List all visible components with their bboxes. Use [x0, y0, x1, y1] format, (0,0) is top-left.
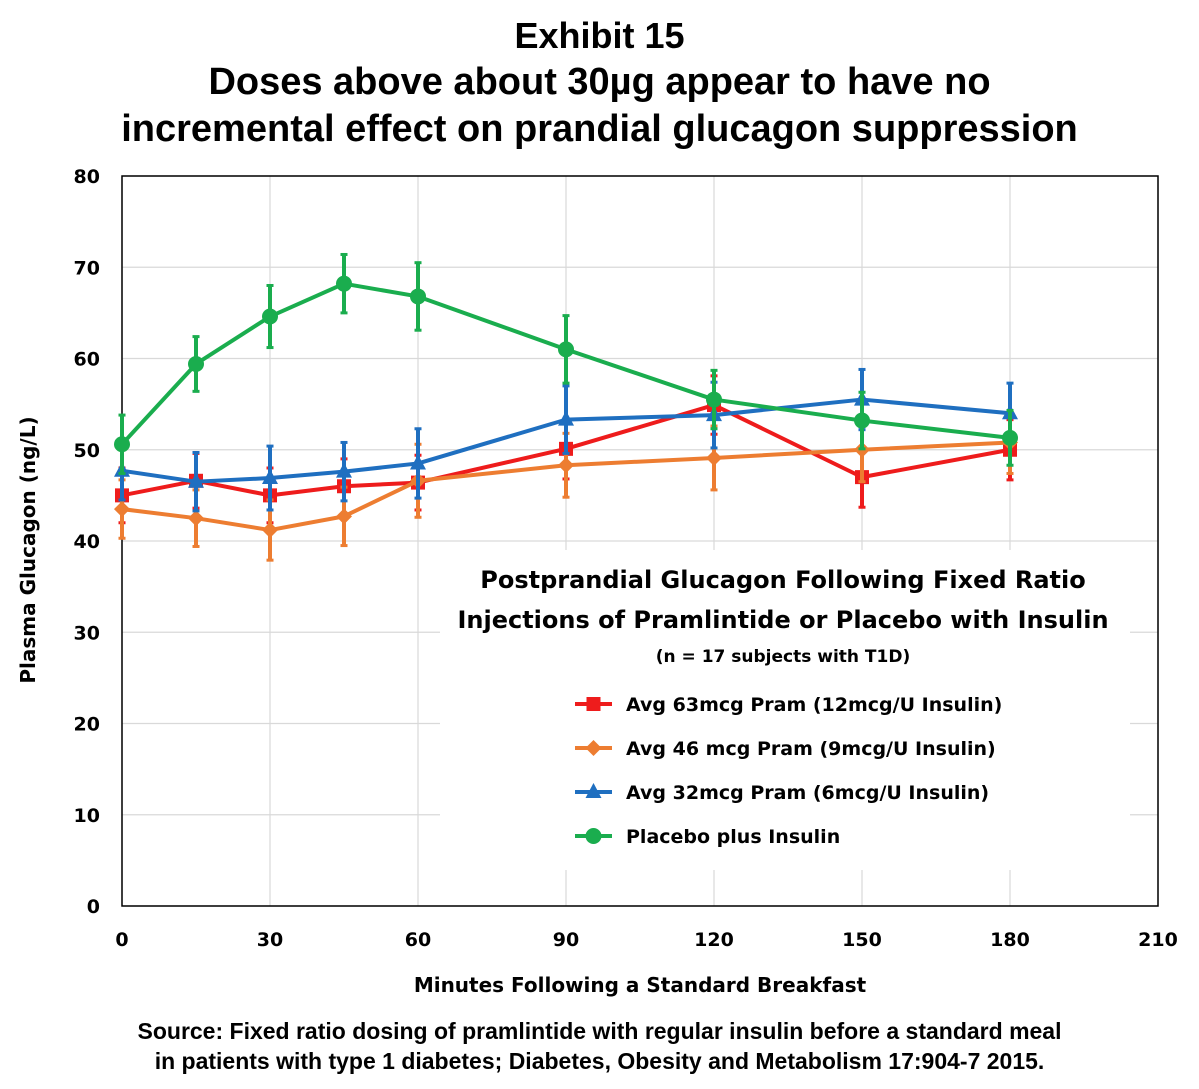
- chart-title-block: Exhibit 15 Doses above about 30µg appear…: [0, 12, 1199, 153]
- data-point: [262, 522, 278, 539]
- source-line1: Source: Fixed ratio dosing of pramlintid…: [137, 1018, 1062, 1044]
- series-4: [114, 252, 1018, 475]
- data-point: [558, 341, 574, 358]
- source-line2: in patients with type 1 diabetes; Diabet…: [154, 1048, 1045, 1074]
- x-tick-label: 120: [694, 929, 734, 951]
- data-point: [558, 410, 574, 426]
- y-tick-label: 60: [74, 349, 100, 371]
- legend-swatch-marker: [585, 740, 602, 756]
- legend-title-line2: Injections of Pramlintide or Placebo wit…: [457, 606, 1108, 634]
- legend-swatch-marker: [585, 828, 602, 844]
- legend-background: [440, 550, 1130, 870]
- data-point: [114, 436, 130, 453]
- data-point: [410, 454, 426, 470]
- y-tick-label: 70: [74, 257, 100, 279]
- data-point: [706, 449, 722, 466]
- y-axis-label: Plasma Glucagon (ng/L): [16, 416, 40, 683]
- x-tick-label: 0: [115, 929, 128, 951]
- y-tick-label: 80: [74, 166, 100, 188]
- x-tick-label: 90: [553, 929, 579, 951]
- data-point: [188, 472, 204, 488]
- legend-subtitle: (n = 17 subjects with T1D): [656, 647, 911, 667]
- y-tick-label: 10: [74, 805, 100, 827]
- source-note: Source: Fixed ratio dosing of pramlintid…: [0, 1016, 1199, 1076]
- x-tick-label: 60: [405, 929, 431, 951]
- x-axis-label: Minutes Following a Standard Breakfast: [414, 973, 867, 997]
- legend-swatch-marker: [585, 783, 602, 798]
- legend: Postprandial Glucagon Following Fixed Ra…: [457, 566, 1108, 848]
- plot-area-border: [121, 175, 1159, 907]
- data-point: [114, 501, 130, 518]
- data-point: [188, 355, 204, 372]
- legend-item-1: Avg 63mcg Pram (12mcg/U Insulin): [575, 694, 1002, 716]
- legend-item-label: Avg 46 mcg Pram (9mcg/U Insulin): [626, 738, 996, 760]
- x-tick-label: 180: [990, 929, 1030, 951]
- legend-item-3: Avg 32mcg Pram (6mcg/U Insulin): [575, 782, 989, 804]
- data-point: [558, 457, 574, 474]
- data-point: [262, 469, 278, 485]
- y-axis-ticks: 0 10 20 30 40 50 60 70 80: [74, 166, 100, 918]
- legend-item-label: Placebo plus Insulin: [626, 826, 840, 848]
- data-point: [336, 508, 352, 525]
- y-tick-label: 0: [87, 896, 100, 918]
- legend-item-2: Avg 46 mcg Pram (9mcg/U Insulin): [575, 738, 996, 760]
- data-point: [262, 308, 278, 325]
- y-tick-label: 20: [74, 714, 100, 736]
- x-tick-label: 30: [257, 929, 283, 951]
- legend-item-label: Avg 32mcg Pram (6mcg/U Insulin): [626, 782, 989, 804]
- legend-items: Avg 63mcg Pram (12mcg/U Insulin) Avg 46 m…: [575, 694, 1002, 848]
- series-layer: [114, 252, 1018, 562]
- exhibit-label: Exhibit 15: [514, 15, 685, 56]
- data-point: [854, 412, 870, 429]
- data-point: [336, 462, 352, 478]
- legend-swatch-marker: [586, 697, 601, 711]
- data-point: [410, 288, 426, 305]
- y-tick-label: 30: [74, 622, 100, 644]
- data-point: [706, 391, 722, 408]
- data-point: [1002, 429, 1018, 446]
- data-point: [188, 510, 204, 527]
- legend-title-line1: Postprandial Glucagon Following Fixed Ra…: [480, 566, 1086, 594]
- chart-title-line1: Doses above about 30µg appear to have no: [208, 61, 991, 103]
- x-axis-ticks: 0 30 60 90 120 150 180 210: [115, 929, 1177, 951]
- data-point: [336, 275, 352, 292]
- chart-title-line2: incremental effect on prandial glucagon …: [121, 108, 1078, 150]
- y-tick-label: 40: [74, 531, 100, 553]
- x-tick-label: 210: [1138, 929, 1178, 951]
- line-chart: 0 10 20 30 40 50 60 70 80 0 30 60 90 120 150 180 210 Mi…: [16, 166, 1178, 997]
- legend-item-label: Avg 63mcg Pram (12mcg/U Insulin): [626, 694, 1002, 716]
- y-tick-label: 50: [74, 440, 100, 462]
- x-tick-label: 150: [842, 929, 882, 951]
- legend-item-4: Placebo plus Insulin: [575, 826, 840, 848]
